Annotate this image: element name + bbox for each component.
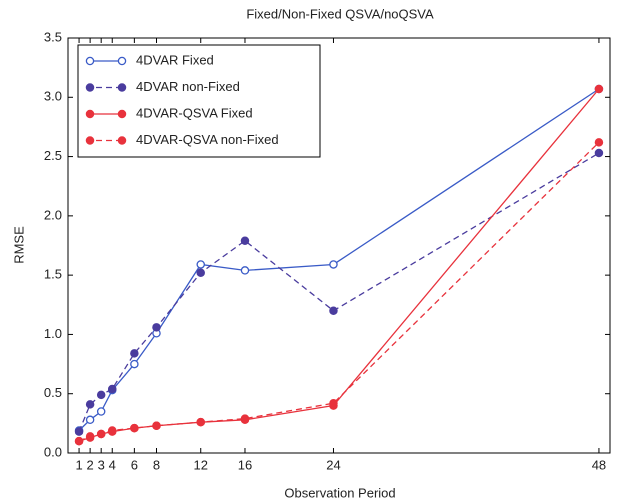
y-tick-label: 2.0 bbox=[44, 207, 62, 222]
x-tick-label: 1 bbox=[75, 457, 82, 472]
legend-marker bbox=[117, 83, 127, 92]
data-point bbox=[107, 426, 117, 435]
series-line bbox=[78, 152, 600, 432]
legend-marker bbox=[85, 109, 95, 119]
legend-marker bbox=[85, 136, 95, 145]
legend-label: 4DVAR Fixed bbox=[136, 52, 214, 67]
data-point bbox=[594, 138, 604, 147]
legend-marker bbox=[85, 83, 95, 92]
x-tick-label: 3 bbox=[98, 457, 105, 472]
y-tick-label: 0.0 bbox=[44, 444, 62, 459]
data-point bbox=[85, 400, 95, 409]
legend-label: 4DVAR-QSVA non-Fixed bbox=[136, 132, 279, 147]
data-point bbox=[240, 266, 250, 275]
y-tick-label: 3.5 bbox=[44, 29, 62, 44]
data-point bbox=[240, 236, 250, 246]
data-point bbox=[329, 260, 338, 269]
data-point bbox=[96, 390, 106, 400]
data-point bbox=[130, 349, 139, 358]
data-point bbox=[196, 417, 205, 427]
legend-marker bbox=[117, 109, 127, 119]
data-point bbox=[85, 432, 95, 441]
x-tick-label: 48 bbox=[592, 457, 606, 472]
data-point bbox=[96, 429, 106, 439]
data-point bbox=[152, 421, 161, 430]
x-tick-label: 8 bbox=[153, 457, 160, 472]
series-line bbox=[78, 88, 600, 431]
data-point bbox=[196, 268, 205, 278]
x-axis-label: Observation Period bbox=[284, 485, 395, 500]
data-point bbox=[74, 427, 84, 436]
data-point bbox=[130, 423, 139, 433]
x-tick-label: 24 bbox=[326, 457, 340, 472]
x-tick-label: 6 bbox=[131, 457, 138, 472]
legend-marker bbox=[85, 56, 95, 66]
x-tick-label: 16 bbox=[238, 457, 252, 472]
series-line bbox=[78, 88, 600, 442]
data-point bbox=[196, 260, 205, 269]
data-point bbox=[130, 359, 139, 369]
data-point bbox=[107, 384, 117, 394]
data-point bbox=[74, 436, 84, 446]
legend-label: 4DVAR-QSVA Fixed bbox=[136, 105, 253, 120]
x-tick-label: 4 bbox=[109, 457, 116, 472]
legend-box bbox=[77, 44, 321, 158]
data-point bbox=[85, 415, 95, 425]
x-tick-label: 12 bbox=[194, 457, 208, 472]
chart-title: Fixed/Non-Fixed QSVA/noQSVA bbox=[246, 6, 434, 21]
y-tick-label: 1.0 bbox=[44, 326, 62, 341]
x-tick-label: 2 bbox=[87, 457, 94, 472]
data-point bbox=[96, 407, 106, 416]
y-tick-label: 1.5 bbox=[44, 267, 62, 282]
data-point bbox=[240, 414, 250, 423]
data-point bbox=[594, 148, 604, 158]
legend-marker bbox=[117, 56, 127, 66]
data-point bbox=[152, 323, 161, 332]
y-axis-label: RMSE bbox=[11, 226, 26, 264]
y-tick-label: 3.0 bbox=[44, 89, 62, 104]
data-point bbox=[329, 398, 338, 408]
series-line bbox=[78, 141, 600, 442]
data-point bbox=[329, 306, 338, 315]
data-point bbox=[594, 84, 604, 94]
y-tick-label: 0.5 bbox=[44, 385, 62, 400]
plot-frame bbox=[67, 37, 611, 454]
y-tick-label: 2.5 bbox=[44, 148, 62, 163]
legend-label: 4DVAR non-Fixed bbox=[136, 79, 240, 94]
legend-marker bbox=[117, 136, 127, 145]
